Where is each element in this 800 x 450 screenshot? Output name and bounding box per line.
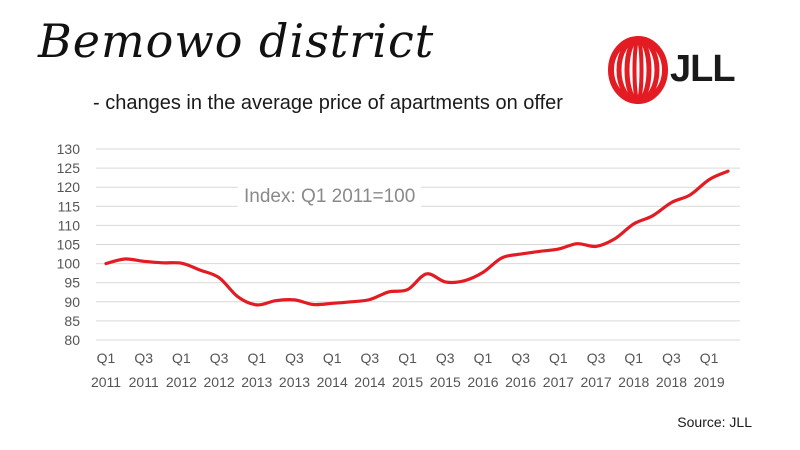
x-tick-quarter: Q1 (474, 350, 493, 366)
x-tick-quarter: Q3 (436, 350, 455, 366)
index-annotation: Index: Q1 2011=100 (238, 186, 422, 208)
y-tick-label: 120 (57, 179, 81, 195)
y-tick-label: 105 (57, 237, 81, 253)
x-tick-year: 2013 (241, 374, 272, 390)
x-tick-year: 2019 (694, 374, 725, 390)
price-index-line (104, 169, 730, 307)
x-tick-quarter: Q3 (662, 350, 681, 366)
x-tick-quarter: Q1 (398, 350, 417, 366)
x-tick-quarter: Q1 (624, 350, 643, 366)
x-tick-quarter: Q1 (700, 350, 719, 366)
x-tick-year: 2014 (354, 374, 385, 390)
x-tick-quarter: Q3 (134, 350, 153, 366)
x-tick-year: 2014 (317, 374, 348, 390)
x-tick-quarter: Q3 (587, 350, 606, 366)
x-axis-ticks: Q1 2011 Q3 2011 Q1 2012 Q3 2012 Q1 2013 Q3 2013 Q1 20… (91, 350, 725, 390)
x-tick-quarter: Q1 (97, 350, 116, 366)
y-tick-label: 115 (58, 198, 81, 214)
x-tick-year: 2011 (91, 374, 121, 390)
x-tick-year: 2011 (129, 374, 159, 390)
x-tick-quarter: Q3 (361, 350, 380, 366)
x-tick-year: 2016 (467, 374, 498, 390)
chart-title: Bemowo district (38, 14, 435, 68)
x-tick-year: 2015 (392, 374, 423, 390)
x-tick-year: 2018 (618, 374, 649, 390)
x-tick-quarter: Q3 (210, 350, 229, 366)
y-tick-label: 110 (58, 217, 81, 233)
x-tick-year: 2018 (656, 374, 687, 390)
x-tick-quarter: Q3 (511, 350, 530, 366)
x-tick-year: 2013 (279, 374, 310, 390)
x-tick-quarter: Q3 (285, 350, 304, 366)
x-tick-year: 2017 (543, 374, 574, 390)
y-tick-label: 80 (64, 332, 80, 348)
x-tick-year: 2015 (430, 374, 461, 390)
y-tick-label: 130 (57, 141, 81, 157)
y-axis-ticks: 80 85 90 95 100 105 110 115 120 125 130 (57, 141, 81, 348)
chart-subtitle: - changes in the average price of apartm… (93, 92, 563, 114)
x-tick-quarter: Q1 (247, 350, 266, 366)
y-tick-label: 125 (57, 160, 81, 176)
x-tick-year: 2017 (580, 374, 611, 390)
x-tick-year: 2012 (166, 374, 197, 390)
grid-lines (96, 148, 740, 341)
series-lines (104, 169, 730, 307)
x-tick-quarter: Q1 (172, 350, 191, 366)
logo-text: JLL (670, 48, 736, 90)
jll-logo-icon (608, 36, 668, 104)
source-label: Source: JLL (677, 414, 752, 430)
y-tick-label: 100 (57, 256, 81, 272)
x-tick-year: 2016 (505, 374, 536, 390)
y-tick-label: 90 (64, 294, 80, 310)
y-tick-label: 95 (64, 275, 80, 291)
x-tick-quarter: Q1 (323, 350, 342, 366)
x-tick-quarter: Q1 (549, 350, 568, 366)
x-tick-year: 2012 (204, 374, 235, 390)
y-tick-label: 85 (64, 313, 80, 329)
